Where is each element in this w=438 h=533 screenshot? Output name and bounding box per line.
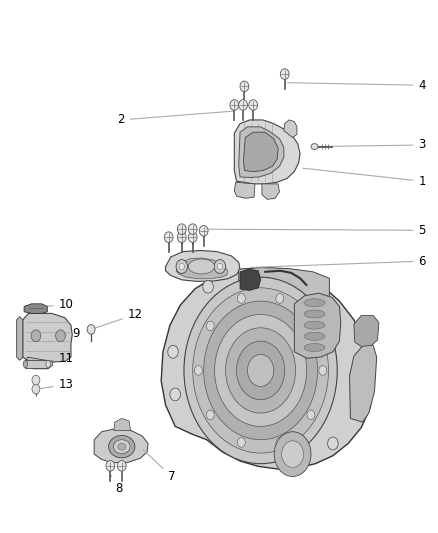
Text: 3: 3 [318,139,426,151]
Text: 8: 8 [110,474,123,495]
Polygon shape [24,304,47,313]
Circle shape [31,330,41,342]
Circle shape [179,263,184,270]
Text: 13: 13 [39,378,74,391]
Polygon shape [17,317,23,360]
Ellipse shape [118,443,126,450]
Circle shape [199,225,208,236]
Circle shape [237,438,245,447]
Circle shape [204,301,318,440]
Circle shape [206,410,214,419]
Circle shape [188,224,197,235]
Circle shape [170,388,180,401]
Circle shape [328,437,338,450]
Circle shape [217,263,223,270]
Circle shape [32,384,40,394]
Polygon shape [114,418,131,431]
Ellipse shape [46,360,50,368]
Ellipse shape [311,143,318,150]
Text: 11: 11 [39,352,74,365]
Circle shape [56,330,65,342]
Circle shape [203,280,213,293]
Polygon shape [27,357,53,369]
Text: 6: 6 [250,255,426,268]
Circle shape [164,232,173,243]
Circle shape [240,81,249,92]
Circle shape [249,100,258,110]
Polygon shape [166,251,240,281]
Polygon shape [354,316,379,346]
Circle shape [282,441,304,467]
Text: 7: 7 [143,450,176,483]
Text: 4: 4 [287,79,426,92]
Ellipse shape [304,298,325,307]
Ellipse shape [304,321,325,329]
Polygon shape [262,184,279,199]
Ellipse shape [23,360,28,368]
Polygon shape [239,127,284,177]
Circle shape [168,345,178,358]
Circle shape [117,461,126,471]
Text: 10: 10 [38,298,74,311]
Polygon shape [350,344,377,422]
Polygon shape [239,268,329,309]
Ellipse shape [304,344,325,352]
Circle shape [237,294,245,303]
Circle shape [276,438,284,447]
Circle shape [188,232,197,243]
Polygon shape [234,120,300,184]
Circle shape [307,410,315,419]
Ellipse shape [109,435,135,458]
Polygon shape [284,120,297,138]
Circle shape [206,321,214,331]
Text: 9: 9 [60,327,80,340]
Circle shape [214,260,226,273]
Polygon shape [294,293,341,358]
Text: 12: 12 [94,308,143,328]
Circle shape [184,277,337,464]
Circle shape [230,100,239,110]
Circle shape [280,69,289,79]
Polygon shape [94,429,148,463]
Circle shape [226,328,296,413]
Circle shape [274,432,311,477]
Circle shape [193,288,328,453]
Circle shape [247,354,274,386]
Circle shape [215,314,307,426]
Polygon shape [176,258,228,279]
Text: 1: 1 [303,168,426,188]
Circle shape [239,100,247,110]
Text: 2: 2 [117,111,234,126]
Circle shape [319,366,327,375]
Circle shape [176,260,187,273]
Circle shape [276,294,284,303]
Polygon shape [161,268,373,469]
Circle shape [177,224,186,235]
Circle shape [194,366,202,375]
Polygon shape [234,182,255,198]
Ellipse shape [304,310,325,318]
Circle shape [106,461,115,471]
Polygon shape [244,132,278,172]
Circle shape [87,325,95,334]
Circle shape [177,232,186,243]
Ellipse shape [113,440,130,454]
Ellipse shape [188,259,215,274]
Bar [25,360,48,368]
Circle shape [237,341,285,400]
Circle shape [32,375,40,385]
Polygon shape [23,313,72,362]
Circle shape [307,321,315,331]
Polygon shape [240,269,261,290]
Ellipse shape [304,333,325,341]
Text: 5: 5 [205,224,426,237]
